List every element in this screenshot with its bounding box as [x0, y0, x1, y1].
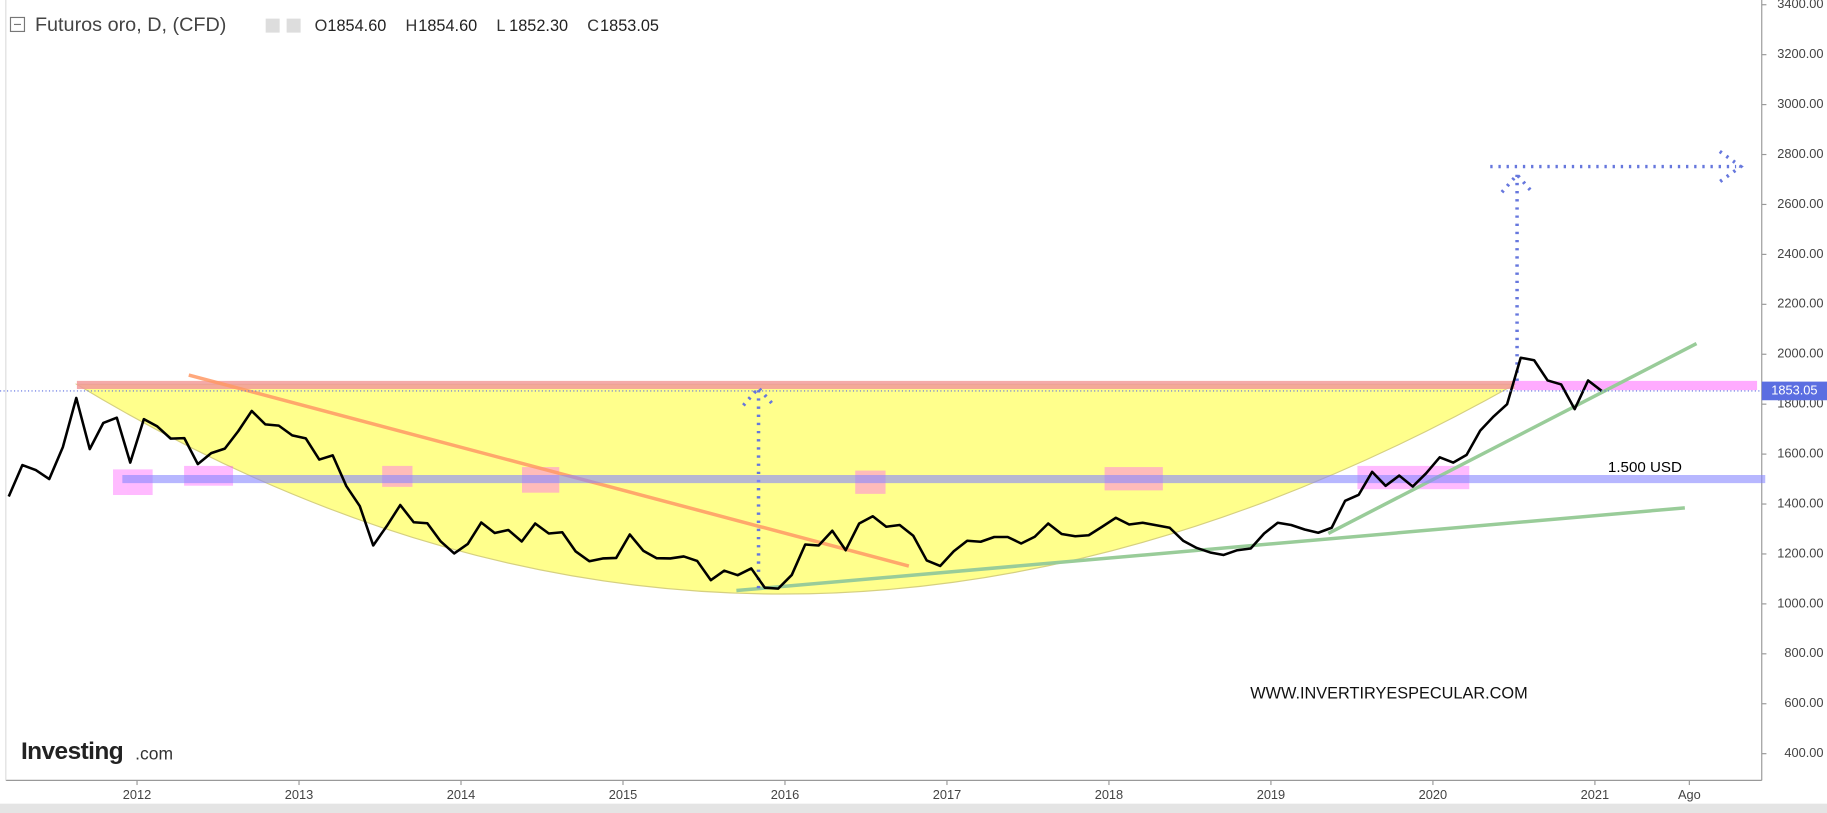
ohlc-value: 1853.05 — [600, 17, 659, 35]
last-price-tag — [1761, 381, 1827, 401]
y-tick-label: 1000.00 — [1777, 595, 1823, 610]
ohlc-key: L — [496, 17, 505, 35]
breakout-band — [1514, 380, 1758, 391]
x-tick-label: 2018 — [1095, 787, 1123, 802]
y-tick-label: 1600.00 — [1777, 445, 1823, 460]
downtrend-line — [188, 373, 910, 568]
x-tick-label: Ago — [1678, 787, 1701, 802]
logo-suffix: .com — [135, 743, 173, 763]
y-tick-label: 2800.00 — [1777, 146, 1823, 161]
x-tick-label: 2012 — [123, 787, 151, 802]
ohlc-value: 1854.60 — [418, 17, 477, 35]
arrow-head — [1718, 150, 1744, 184]
y-tick-label: 3000.00 — [1777, 96, 1823, 111]
y-tick-label: 2400.00 — [1777, 246, 1823, 261]
bottom-strip — [0, 803, 1827, 813]
y-tick-label: 3400.00 — [1777, 0, 1823, 11]
eye-icon[interactable] — [265, 18, 280, 33]
support-line — [736, 506, 1686, 593]
y-tick-label: 1400.00 — [1777, 495, 1823, 510]
x-tick-label: 2020 — [1419, 787, 1447, 802]
x-tick-label: 2017 — [933, 787, 961, 802]
x-tick-label: 2016 — [771, 787, 799, 802]
y-tick-label: 1200.00 — [1777, 545, 1823, 560]
last-price-label: 1853.05 — [1771, 382, 1817, 397]
watermark: WWW.INVERTIRYESPECULAR.COM — [1250, 685, 1527, 703]
ohlc-key: O — [315, 17, 328, 35]
price-line — [7, 356, 1603, 590]
ohlc-value: 1854.60 — [327, 17, 386, 35]
x-tick-label: 2014 — [447, 787, 475, 802]
target-arrows — [742, 150, 1744, 591]
settings-icon[interactable] — [286, 18, 301, 33]
ohlc-key: C — [587, 17, 599, 35]
y-tick-label: 400.00 — [1784, 745, 1823, 760]
collapse-icon[interactable] — [9, 16, 26, 33]
level-label: 1.500 USD — [1608, 459, 1682, 476]
logo: Investing — [21, 738, 123, 765]
y-tick-label: 2000.00 — [1777, 346, 1823, 361]
resistance-band — [76, 380, 1515, 390]
y-tick-label: 2200.00 — [1777, 296, 1823, 311]
ohlc-value: 1852.30 — [509, 17, 568, 35]
ohlc-key: H — [405, 17, 417, 35]
x-tick-label: 2021 — [1581, 787, 1609, 802]
x-tick-label: 2013 — [285, 787, 313, 802]
y-tick-label: 600.00 — [1784, 695, 1823, 710]
y-tick-label: 3200.00 — [1777, 46, 1823, 61]
x-tick-label: 2015 — [609, 787, 637, 802]
y-tick-label: 2600.00 — [1777, 196, 1823, 211]
x-tick-label: 2019 — [1257, 787, 1285, 802]
chart-title: Futuros oro, D, (CFD) — [35, 14, 226, 36]
y-tick-label: 800.00 — [1784, 645, 1823, 660]
uptrend-line — [1327, 342, 1698, 536]
